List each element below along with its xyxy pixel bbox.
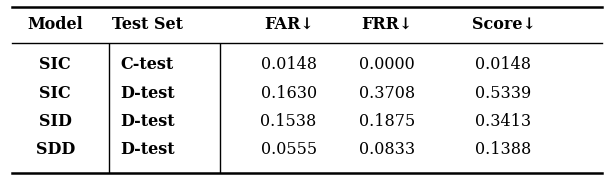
Text: SID: SID: [39, 113, 72, 130]
Text: D-test: D-test: [120, 141, 174, 158]
Text: 0.0833: 0.0833: [359, 141, 415, 158]
Text: 0.5339: 0.5339: [475, 85, 532, 102]
Text: 0.0148: 0.0148: [475, 56, 532, 74]
Text: 0.3708: 0.3708: [359, 85, 415, 102]
Text: FAR↓: FAR↓: [264, 15, 313, 33]
Text: 0.0148: 0.0148: [260, 56, 317, 74]
Text: 0.0000: 0.0000: [359, 56, 414, 74]
Text: 0.0555: 0.0555: [260, 141, 317, 158]
Text: FRR↓: FRR↓: [361, 15, 413, 33]
Text: 0.3413: 0.3413: [475, 113, 532, 130]
Text: 0.1538: 0.1538: [260, 113, 317, 130]
Text: SDD: SDD: [36, 141, 75, 158]
Text: 0.1388: 0.1388: [475, 141, 532, 158]
Text: C-test: C-test: [121, 56, 174, 74]
Text: D-test: D-test: [120, 113, 174, 130]
Text: Test Set: Test Set: [112, 15, 183, 33]
Text: Model: Model: [28, 15, 83, 33]
Text: SIC: SIC: [39, 85, 71, 102]
Text: D-test: D-test: [120, 85, 174, 102]
Text: 0.1630: 0.1630: [260, 85, 317, 102]
Text: 0.1875: 0.1875: [359, 113, 415, 130]
Text: Score↓: Score↓: [472, 15, 535, 33]
Text: SIC: SIC: [39, 56, 71, 74]
